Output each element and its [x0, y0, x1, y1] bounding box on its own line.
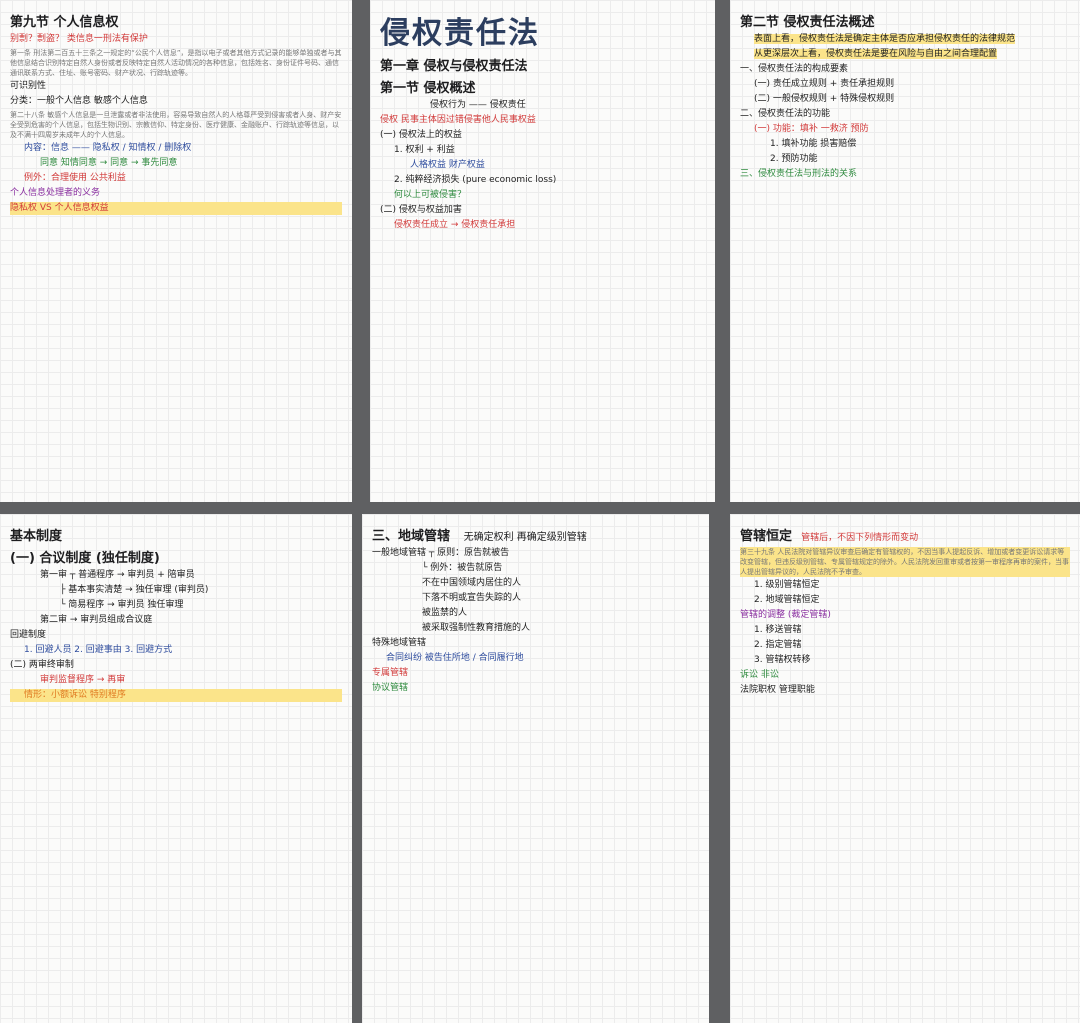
note-line: 协议管辖 — [372, 683, 409, 693]
printed-clipping: 第二十八条 敏感个人信息是一旦泄露或者非法使用，容易导致自然人的人格尊严受到侵害… — [10, 111, 342, 139]
note-line: (二) 一般侵权规则 + 特殊侵权规则 — [754, 94, 895, 104]
note-line: 何以上可被侵害？ — [394, 190, 467, 200]
note-line: (二) 侵权与权益加害 — [380, 205, 462, 215]
note-line: 情形：小额诉讼 特别程序 — [10, 689, 342, 702]
note-line: 2. 指定管辖 — [754, 640, 802, 650]
note-line: 特殊地域管辖 — [372, 638, 427, 648]
page-title: 第九节 个人信息权 — [10, 15, 119, 30]
note-page-tort-overview: 第二节 侵权责任法概述 表面上看，侵权责任法是确定主体是否应承担侵权责任的法律规… — [730, 0, 1080, 502]
highlighted-text: 从更深层次上看，侵权责任法是要在风险与自由之间合理配置 — [754, 49, 998, 59]
note-line: 下落不明或宣告失踪的人 — [422, 593, 522, 603]
note-line: 人格权益 财产权益 — [410, 160, 485, 170]
note-line: 诉讼 非讼 — [740, 670, 779, 680]
note-line: 二、侵权责任法的功能 — [740, 109, 831, 119]
note-line: 第二审 → 审判员组成合议庭 — [40, 615, 153, 625]
note-line: 审判监督程序 → 再审 — [40, 675, 126, 685]
note-line: 侵权行为 —— 侵权责任 — [430, 100, 526, 110]
note-line: 2. 纯粹经济损失 (pure economic loss) — [394, 175, 557, 185]
printed-clipping: 第一条 刑法第二百五十三条之一规定的“公民个人信息”，是指以电子或者其他方式记录… — [10, 49, 342, 77]
note-line: 合同纠纷 被告住所地 / 合同履行地 — [386, 653, 524, 663]
page-title: 管辖恒定 管辖后，不因下列情形而变动 — [740, 525, 1070, 544]
note-page-jurisdiction-constancy: 管辖恒定 管辖后，不因下列情形而变动 第三十九条 人民法院对管辖异议审查后确定有… — [730, 514, 1080, 1023]
note-line: 1. 权利 + 利益 — [394, 145, 455, 155]
note-line: 被监禁的人 — [422, 608, 468, 618]
note-page-tort-law: 侵权责任法 第一章 侵权与侵权责任法 第一节 侵权概述 侵权行为 —— 侵权责任… — [370, 0, 715, 502]
note-line: 1. 填补功能 损害赔偿 — [770, 139, 857, 149]
note-line: 个人信息处理者的义务 — [10, 188, 101, 198]
note-line: 1. 回避人员 2. 回避事由 3. 回避方式 — [24, 645, 173, 655]
note-line: 一般地域管辖 ┬ 原则：原告就被告 — [372, 548, 510, 558]
note-line: 法院职权 管理职能 — [740, 685, 815, 695]
note-line: 3. 管辖权转移 — [754, 655, 811, 665]
title-note: 管辖后，不因下列情形而变动 — [801, 533, 919, 543]
section-heading: 第一节 侵权概述 — [380, 81, 476, 96]
section-heading: (一) 合议制度 (独任制度) — [10, 551, 160, 566]
note-line: (一) 功能：填补 一救济 预防 — [754, 124, 869, 134]
note-line: 专属管辖 — [372, 668, 409, 678]
margin-note: 别剽？剽盗？ 类信息一刑法有保护 — [10, 34, 148, 44]
page-title: 基本制度 — [10, 529, 63, 544]
note-page-personal-info: 第九节 个人信息权 别剽？剽盗？ 类信息一刑法有保护 第一条 刑法第二百五十三条… — [0, 0, 352, 502]
page-title: 侵权责任法 — [380, 16, 540, 51]
note-line: 分类：一般个人信息 敏感个人信息 — [10, 96, 148, 106]
note-page-basic-systems: 基本制度 (一) 合议制度 (独任制度) 第一审 ┬ 普通程序 → 审判员 + … — [0, 514, 352, 1023]
page-title: 第二节 侵权责任法概述 — [740, 15, 875, 30]
note-line: 可识别性 — [10, 81, 47, 91]
note-line: 2. 地域管辖恒定 — [754, 595, 820, 605]
note-line: 管辖的调整 (裁定管辖) — [740, 610, 831, 620]
note-line: 侵权责任成立 → 侵权责任承担 — [394, 220, 516, 230]
note-line: 不在中国领域内居住的人 — [422, 578, 522, 588]
note-page-territorial-jurisdiction: 三、地域管辖 无确定权利 再确定级别管辖 一般地域管辖 ┬ 原则：原告就被告 └… — [362, 514, 709, 1023]
note-line: 2. 预防功能 — [770, 154, 818, 164]
chapter-heading: 第一章 侵权与侵权责任法 — [380, 59, 528, 74]
title-note: 无确定权利 再确定级别管辖 — [463, 532, 587, 543]
note-line: 一、侵权责任法的构成要素 — [740, 64, 849, 74]
title-text: 三、地域管辖 — [372, 529, 451, 544]
note-line: 隐私权 VS 个人信息权益 — [10, 202, 342, 215]
note-line: (二) 两审终审制 — [10, 660, 74, 670]
note-line: 三、侵权责任法与刑法的关系 — [740, 169, 858, 179]
title-text: 管辖恒定 — [740, 529, 793, 544]
note-line: (一) 责任成立规则 + 责任承担规则 — [754, 79, 895, 89]
note-line: (一) 侵权法上的权益 — [380, 130, 462, 140]
note-line: 第一审 ┬ 普通程序 → 审判员 + 陪审员 — [40, 570, 195, 580]
note-line: └ 简易程序 → 审判员 独任审理 — [60, 600, 184, 610]
note-line: └ 例外：被告就原告 — [422, 563, 503, 573]
note-line: 被采取强制性教育措施的人 — [422, 623, 531, 633]
note-line: 同意 知情同意 → 同意 → 事先同意 — [40, 158, 178, 168]
note-line: 侵权 民事主体因过错侵害他人民事权益 — [380, 115, 536, 125]
note-line: 回避制度 — [10, 630, 47, 640]
note-line: 内容：信息 —— 隐私权 / 知情权 / 删除权 — [24, 143, 192, 153]
note-line: 1. 级别管辖恒定 — [754, 580, 820, 590]
page-title: 三、地域管辖 无确定权利 再确定级别管辖 — [372, 525, 699, 544]
printed-clipping: 第三十九条 人民法院对管辖异议审查后确定有管辖权的，不因当事人提起反诉、增加或者… — [740, 547, 1070, 577]
note-line: 从更深层次上看，侵权责任法是要在风险与自由之间合理配置 — [740, 48, 1070, 61]
note-line: 1. 移送管辖 — [754, 625, 802, 635]
highlighted-text: 表面上看，侵权责任法是确定主体是否应承担侵权责任的法律规范 — [754, 34, 1016, 44]
note-line: 例外：合理使用 公共利益 — [24, 173, 126, 183]
note-line: 表面上看，侵权责任法是确定主体是否应承担侵权责任的法律规范 — [740, 33, 1070, 46]
note-line: ├ 基本事实清楚 → 独任审理 (审判员) — [60, 585, 209, 595]
